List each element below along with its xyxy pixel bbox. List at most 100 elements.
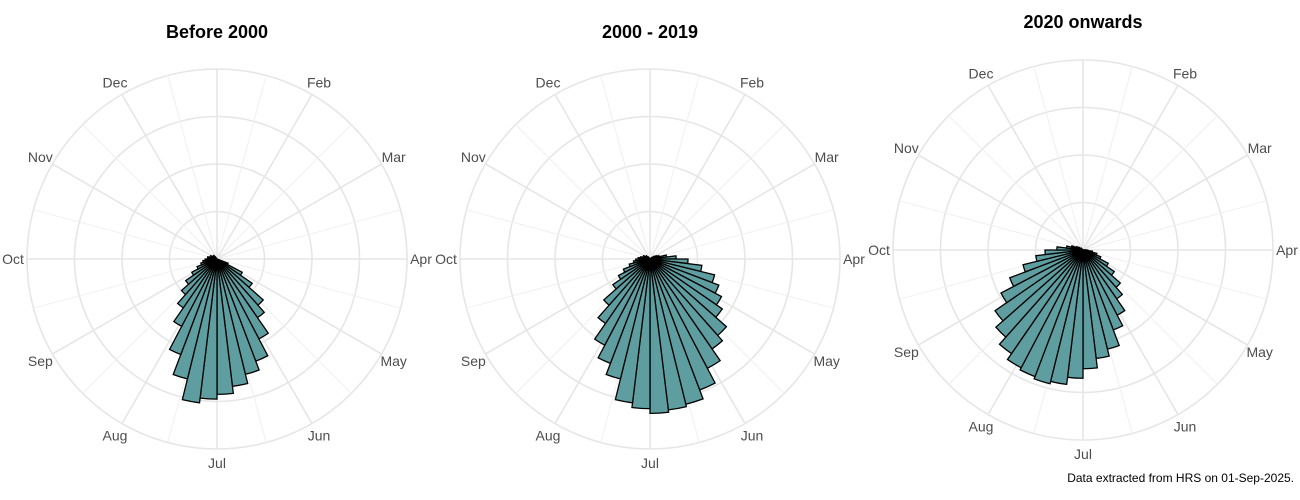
month-label-feb: Feb <box>1173 65 1197 81</box>
bars <box>593 254 728 415</box>
grid-spoke-minor <box>1082 66 1133 251</box>
grid-spoke-minor <box>82 124 218 260</box>
bar-week-30 <box>1019 249 1084 378</box>
bar-week-32 <box>176 258 218 309</box>
grid-spoke-minor <box>1082 200 1267 251</box>
grid-spoke <box>649 163 815 260</box>
month-label-aug: Aug <box>536 428 561 444</box>
month-label-nov: Nov <box>28 149 53 165</box>
bar-week-37 <box>1022 249 1084 273</box>
bar-week-33 <box>180 258 218 296</box>
bar-week-34 <box>611 258 651 290</box>
month-label-nov: Nov <box>894 140 919 156</box>
grid-spoke <box>554 94 651 260</box>
month-label-feb: Feb <box>740 74 764 90</box>
month-label-aug: Aug <box>103 428 128 444</box>
bar-week-35 <box>1000 249 1084 304</box>
grid-spoke-minor <box>649 209 834 260</box>
bar-week-33 <box>602 258 651 307</box>
chart-title: 2020 onwards <box>1023 12 1142 32</box>
bar-week-38 <box>1035 249 1084 263</box>
bar-week-36 <box>1008 249 1084 288</box>
grid-spoke <box>485 163 651 260</box>
grid-spoke-minor <box>33 209 218 260</box>
bars <box>994 244 1126 386</box>
grid-spoke <box>216 94 313 260</box>
bar-week-34 <box>184 258 218 286</box>
grid-spoke <box>1082 85 1179 251</box>
bar-week-35 <box>617 258 651 281</box>
month-label-oct: Oct <box>435 251 457 267</box>
month-label-jun: Jun <box>1174 419 1197 435</box>
grid-spoke-minor <box>466 209 651 260</box>
bars <box>168 254 270 404</box>
month-label-mar: Mar <box>382 149 406 165</box>
chart-title: Before 2000 <box>166 22 268 42</box>
bar-week-32 <box>597 258 651 325</box>
month-labels: Feb Mar Apr May Jun Jul Aug Sep Oct Nov Dec <box>2 74 432 471</box>
bar-week-47 <box>214 256 218 260</box>
grid-spoke-minor <box>216 124 352 260</box>
grid-spoke <box>649 94 746 260</box>
grid-spoke-minor <box>466 258 651 309</box>
grid-spoke <box>121 94 218 260</box>
grid-spoke <box>216 163 382 260</box>
bar-week-36 <box>622 258 651 274</box>
month-label-jul: Jul <box>1074 446 1092 462</box>
month-label-apr: Apr <box>410 251 432 267</box>
bar-week-34 <box>994 249 1084 322</box>
month-labels: Feb Mar Apr May Jun Jul Aug Sep Oct Nov Dec <box>868 65 1298 462</box>
grid-spoke-minor <box>649 124 785 260</box>
chart-title: 2000 - 2019 <box>602 22 698 42</box>
polar-chart-2: 2000 - 2019 Feb Mar Apr May Jun Jul Aug Sep Oct No… <box>435 22 865 471</box>
grid-spoke <box>1082 249 1248 346</box>
bar-week-46 <box>1080 247 1084 251</box>
month-label-jun: Jun <box>308 428 331 444</box>
grid-spoke <box>918 154 1084 251</box>
grid-spoke <box>216 258 382 355</box>
bar-week-32 <box>998 249 1084 355</box>
grid-spoke-minor <box>515 124 651 260</box>
month-label-oct: Oct <box>868 242 890 258</box>
month-label-jun: Jun <box>741 428 764 444</box>
month-label-mar: Mar <box>815 149 839 165</box>
month-label-feb: Feb <box>307 74 331 90</box>
grid-spoke-minor <box>600 75 651 260</box>
month-label-sep: Sep <box>894 344 919 360</box>
month-label-dec: Dec <box>969 65 994 81</box>
month-label-jul: Jul <box>208 455 226 471</box>
grid-spoke-minor <box>1033 66 1084 251</box>
grid-spoke-minor <box>1082 115 1218 251</box>
month-label-oct: Oct <box>2 251 24 267</box>
grid-spoke-minor <box>899 200 1084 251</box>
polar-chart-1: Before 2000 Feb Mar Apr May Jun Jul Aug Sep Oct No… <box>2 22 432 471</box>
bar-week-26 <box>649 258 670 415</box>
grid-spoke-minor <box>1082 249 1267 300</box>
month-label-sep: Sep <box>28 353 53 369</box>
grid-spoke-minor <box>216 209 401 260</box>
bar-week-47 <box>647 256 651 260</box>
month-label-may: May <box>380 353 406 369</box>
grid-spoke <box>1082 154 1248 251</box>
month-label-apr: Apr <box>843 251 865 267</box>
month-label-may: May <box>1246 344 1272 360</box>
grid-spoke-minor <box>216 258 401 309</box>
month-labels: Feb Mar Apr May Jun Jul Aug Sep Oct Nov Dec <box>435 74 865 471</box>
month-label-aug: Aug <box>969 419 994 435</box>
month-label-dec: Dec <box>536 74 561 90</box>
bar-week-31 <box>1006 249 1084 369</box>
grid-spoke-minor <box>948 115 1084 251</box>
grid-spoke-minor <box>649 75 700 260</box>
grid-spoke-minor <box>33 258 218 309</box>
month-label-mar: Mar <box>1248 140 1272 156</box>
grid-spoke-minor <box>216 75 267 260</box>
bar-week-33 <box>994 249 1084 339</box>
month-label-jul: Jul <box>641 455 659 471</box>
month-label-nov: Nov <box>461 149 486 165</box>
bar-week-35 <box>190 258 218 277</box>
month-label-dec: Dec <box>103 74 128 90</box>
bar-week-31 <box>593 258 651 347</box>
month-label-may: May <box>813 353 839 369</box>
polar-chart-3: 2020 onwards Feb Mar Apr May Jun Jul Aug Sep Oct N… <box>868 12 1298 462</box>
